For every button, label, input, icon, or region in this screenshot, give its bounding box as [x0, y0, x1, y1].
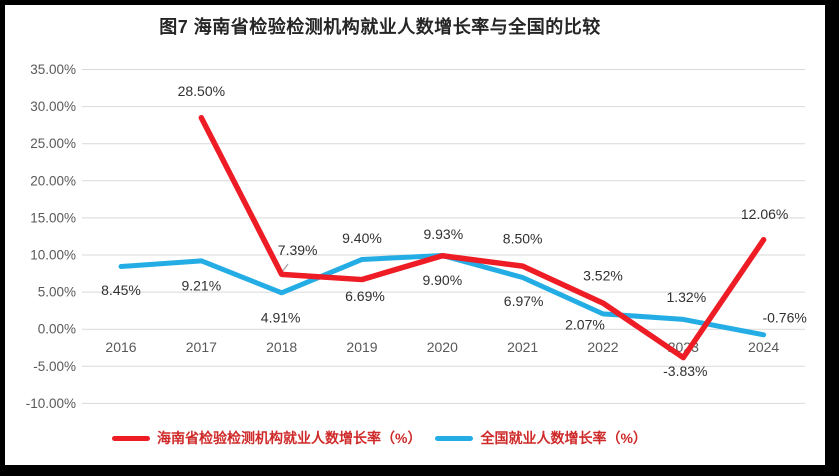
data-label: 9.93% [423, 226, 463, 242]
y-tick-label: 20.00% [30, 173, 76, 188]
x-tick-label: 2016 [105, 339, 136, 355]
y-tick-label: -5.00% [33, 359, 76, 374]
scan-edge-left [0, 0, 5, 476]
data-label: 9.90% [422, 272, 462, 288]
y-tick-label: 25.00% [30, 136, 76, 151]
data-label: 2.07% [565, 316, 605, 332]
x-tick-label: 2019 [346, 339, 377, 355]
data-label: 12.06% [741, 206, 788, 222]
data-label: -3.83% [663, 363, 707, 379]
data-label: 7.39% [278, 242, 318, 258]
x-tick-label: 2021 [507, 339, 538, 355]
scan-edge-top [0, 0, 828, 5]
x-tick-label: 2024 [748, 339, 779, 355]
data-label: -0.76% [762, 309, 806, 325]
x-tick-label: 2017 [186, 339, 217, 355]
data-label: 8.50% [503, 231, 543, 247]
legend-item-hainan: 海南省检验检测机构就业人数增长率（%） [112, 428, 421, 448]
y-tick-label: -10.00% [26, 396, 76, 411]
y-tick-label: 0.00% [38, 322, 76, 337]
data-label: 28.50% [178, 83, 225, 99]
legend-label-national: 全国就业人数增长率（%） [480, 430, 647, 446]
x-tick-label: 2022 [587, 339, 618, 355]
data-label: 9.40% [342, 230, 382, 246]
data-label: 1.32% [666, 289, 706, 305]
chart-title: 图7 海南省检验检测机构就业人数增长率与全国的比较 [159, 17, 601, 37]
y-tick-label: 30.00% [30, 99, 76, 114]
legend-item-national: 全国就业人数增长率（%） [435, 428, 647, 448]
scan-edge-right [825, 0, 839, 476]
x-tick-label: 2018 [266, 339, 297, 355]
legend-label-hainan: 海南省检验检测机构就业人数增长率（%） [157, 430, 422, 446]
data-label: 9.21% [181, 277, 221, 293]
x-tick-label: 2020 [427, 339, 458, 355]
data-label: 4.91% [261, 309, 301, 325]
chart-legend: 海南省检验检测机构就业人数增长率（%） 全国就业人数增长率（%） [112, 428, 647, 448]
data-label: 3.52% [583, 268, 623, 284]
y-tick-label: 10.00% [30, 248, 76, 263]
legend-swatch-hainan-line [112, 435, 150, 441]
scan-edge-bottom [0, 465, 839, 476]
data-label: 6.97% [504, 293, 544, 309]
series-line [198, 114, 767, 361]
y-tick-label: 15.00% [30, 210, 76, 225]
legend-swatch-national-line [435, 435, 474, 441]
y-tick-label: 5.00% [38, 285, 76, 300]
data-label: 6.69% [345, 288, 385, 304]
y-tick-label: 35.00% [30, 62, 76, 77]
data-label: 8.45% [101, 282, 141, 298]
data-label-leader-line [281, 263, 289, 273]
